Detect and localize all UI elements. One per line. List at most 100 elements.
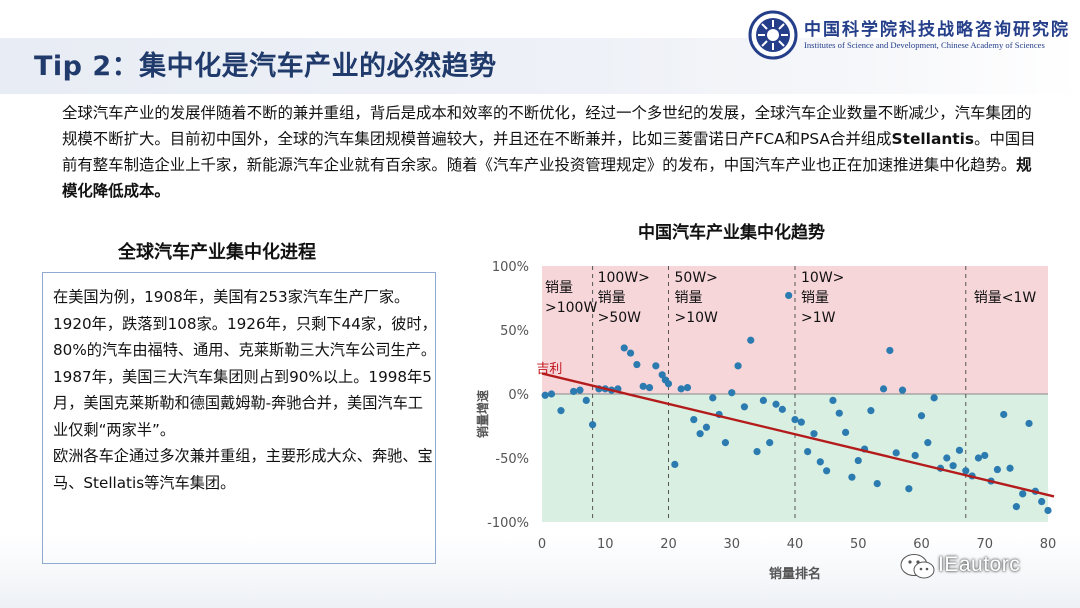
data-point: [721, 439, 730, 447]
segment-label: 销量<1W: [974, 290, 1037, 306]
data-point: [753, 448, 761, 456]
data-point: [778, 405, 786, 413]
data-point: [1019, 490, 1027, 498]
data-point: [804, 448, 812, 456]
chart-title: 中国汽车产业集中化趋势: [638, 223, 825, 243]
data-point: [810, 430, 818, 438]
left-panel-heading: 全球汽车产业集中化进程: [118, 242, 316, 263]
data-point: [911, 451, 919, 460]
left-panel-box: [42, 272, 436, 564]
data-point: [639, 382, 647, 390]
data-point: [759, 396, 767, 404]
data-point: [886, 346, 894, 355]
data-point: [671, 460, 679, 468]
data-point: [955, 446, 964, 454]
x-tick-label: 40: [787, 537, 804, 552]
data-point: [747, 336, 755, 344]
data-point: [943, 454, 951, 462]
y-tick-label: 50%: [500, 324, 529, 339]
data-point: [981, 451, 989, 460]
segment-label: 10W>: [801, 270, 844, 286]
data-point: [848, 473, 856, 481]
data-point: [816, 458, 824, 466]
data-point: [797, 418, 805, 426]
data-point: [557, 407, 565, 415]
data-point: [541, 391, 549, 399]
segment-label: >10W: [675, 310, 719, 326]
left-panel-paragraph-1: 在美国为例，1908年，美国有253家汽车生产厂家。1920年，跌落到108家。…: [53, 288, 437, 439]
data-point: [582, 396, 590, 404]
data-point: [589, 421, 597, 429]
y-tick-label: 0%: [508, 388, 529, 403]
page-title: Tip 2：集中化是汽车产业的必然趋势: [34, 51, 497, 82]
data-point: [930, 394, 938, 402]
data-point: [633, 360, 641, 369]
data-point: [898, 386, 907, 394]
data-point: [1012, 503, 1020, 511]
segment-label: 100W>: [598, 270, 650, 286]
data-point: [690, 416, 698, 424]
data-point: [734, 362, 742, 370]
data-point: [696, 430, 704, 438]
y-tick-label: -50%: [495, 452, 529, 467]
data-point: [974, 454, 983, 462]
data-point: [683, 384, 692, 392]
data-point: [1044, 506, 1052, 515]
x-tick-label: 20: [660, 537, 677, 552]
data-point: [740, 403, 748, 411]
data-point: [1006, 464, 1014, 472]
data-point: [1025, 419, 1033, 428]
data-point: [709, 394, 717, 402]
segment-label: >100W: [545, 300, 597, 316]
data-point: [917, 412, 926, 420]
watermark-text: IEautorc: [938, 553, 1021, 576]
data-point: [626, 349, 635, 357]
left-panel-paragraph-2: 欧洲各车企通过多次兼并重组，主要形成大众、奔驰、宝马、Stellatis等汽车集…: [53, 447, 433, 492]
data-point: [879, 385, 888, 393]
segment-label: 销量: [598, 290, 626, 306]
segment-label: >1W: [801, 310, 836, 326]
data-point: [677, 385, 685, 393]
data-point: [791, 416, 799, 424]
cas-logo-icon: [748, 10, 798, 60]
intro-text-2: 。中国目前有整车制造企业上千家，新能源汽车企业就有百余家。随着《汽车产业投资管理…: [62, 130, 1036, 174]
intro-text: 全球汽车产业的发展伴随着不断的兼并重组，背后是成本和效率的不断优化，经过一个多世…: [62, 104, 1032, 148]
data-point: [645, 384, 654, 392]
segment-label: 销量: [675, 290, 703, 306]
x-tick-label: 80: [1040, 537, 1057, 552]
intro-bold-end: 规模化降低成本。: [62, 156, 1032, 200]
data-point: [772, 400, 780, 408]
intro-stellantis: Stellantis: [891, 130, 975, 148]
segment-label: 销量: [545, 280, 573, 296]
data-point: [1038, 497, 1046, 506]
segment-label: >50W: [598, 310, 642, 326]
data-point: [766, 439, 774, 447]
x-tick-label: 30: [723, 537, 740, 552]
data-point: [1000, 410, 1008, 419]
data-point: [892, 449, 900, 457]
x-tick-label: 50: [850, 537, 867, 552]
data-point: [576, 386, 584, 394]
x-tick-label: 60: [913, 537, 930, 552]
y-tick-label: 100%: [492, 260, 529, 275]
data-point: [664, 380, 673, 388]
x-tick-label: 70: [976, 537, 993, 552]
data-point: [728, 389, 736, 397]
data-point: [905, 485, 913, 493]
data-point: [924, 439, 932, 447]
data-point: [962, 467, 970, 475]
data-point: [620, 344, 628, 352]
scatter-chart: 销量>100W100W>销量>50W50W>销量>10W10W>销量>1W销量<…: [475, 260, 1057, 582]
left-panel-text: 在美国为例，1908年，美国有253家汽车生产厂家。1920年，跌落到108家。…: [53, 284, 437, 496]
title-band: [0, 38, 1080, 94]
x-tick-label: 0: [538, 537, 546, 552]
data-point: [570, 387, 578, 396]
data-point: [949, 462, 957, 470]
data-point: [854, 456, 862, 465]
org-name-en: Institutes of Science and Development, C…: [804, 40, 1045, 50]
data-point: [842, 428, 850, 436]
intro-paragraph: 全球汽车产业的发展伴随着不断的兼并重组，背后是成本和效率的不断优化，经过一个多世…: [62, 100, 1042, 204]
data-point: [873, 480, 881, 488]
data-point: [835, 409, 843, 417]
